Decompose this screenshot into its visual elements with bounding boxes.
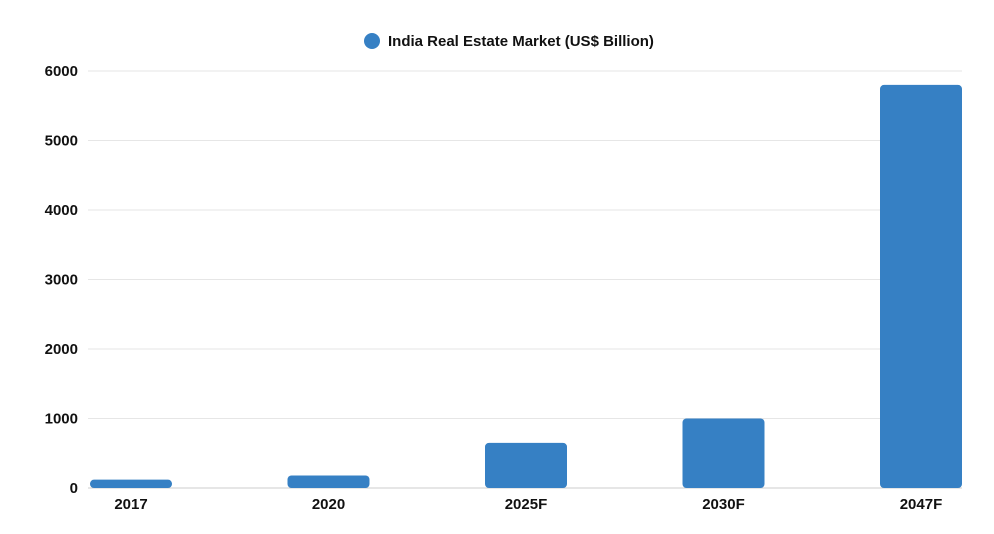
legend: India Real Estate Market (US$ Billion)	[364, 33, 654, 50]
y-tick-label: 4000	[45, 202, 78, 219]
x-axis: 2017 2020 2025F 2030F 2047F	[114, 496, 942, 513]
bar-2047f	[880, 84, 962, 489]
x-tick-label: 2020	[312, 496, 345, 513]
bar-2030f	[682, 418, 765, 488]
bars	[90, 84, 962, 489]
bar-2025f	[485, 442, 567, 488]
bar-2020	[287, 475, 370, 488]
x-tick-label: 2017	[114, 496, 147, 513]
legend-swatch	[364, 33, 380, 49]
y-tick-label: 2000	[45, 341, 78, 358]
y-tick-label: 0	[70, 480, 78, 497]
y-tick-label: 1000	[45, 411, 78, 428]
x-tick-label: 2030F	[702, 496, 745, 513]
gridlines	[88, 70, 962, 489]
x-tick-label: 2047F	[900, 496, 943, 513]
y-tick-label: 6000	[45, 63, 78, 80]
y-tick-label: 3000	[45, 272, 78, 289]
y-tick-label: 5000	[45, 133, 78, 150]
x-tick-label: 2025F	[505, 496, 548, 513]
legend-label: India Real Estate Market (US$ Billion)	[388, 33, 654, 50]
bar-2017	[90, 479, 172, 488]
y-axis: 0 1000 2000 3000 4000 5000 6000	[45, 63, 78, 497]
